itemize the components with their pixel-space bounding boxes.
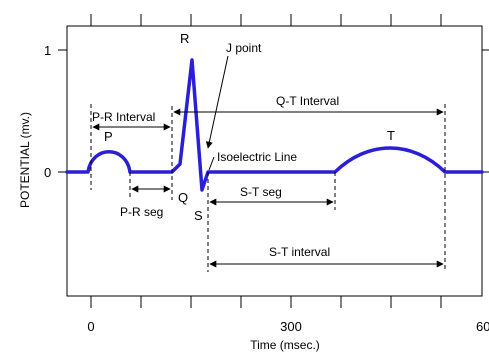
guide-lines <box>90 104 446 272</box>
j-point-label: J point <box>226 41 262 55</box>
plot-frame <box>66 25 483 297</box>
left-ticks <box>58 49 67 173</box>
x-tick-600: 600 <box>476 319 489 334</box>
st-segment-label: S-T seg <box>240 185 282 199</box>
wave-p-label: P <box>104 129 113 144</box>
isoelectric-line-label: Isoelectric Line <box>217 150 297 164</box>
pr-interval-label: P-R Interval <box>92 110 155 124</box>
x-tick-0: 0 <box>87 319 94 334</box>
isoelectric-pointer <box>208 156 215 171</box>
bottom-ticks <box>90 296 442 308</box>
x-axis-label: Time (msec.) <box>250 338 320 352</box>
top-ticks <box>90 14 442 26</box>
qt-interval-label: Q-T Interval <box>276 94 339 108</box>
j-point-pointer <box>205 55 229 149</box>
st-interval-label: S-T interval <box>269 245 330 259</box>
wave-q-label: Q <box>178 190 188 205</box>
pr-segment-label: P-R seg <box>120 205 163 219</box>
y-tick-1: 1 <box>44 43 51 58</box>
y-axis-label: POTENTIAL (mv.) <box>18 112 32 208</box>
x-tick-300: 300 <box>280 319 302 334</box>
ecg-trace <box>65 58 484 192</box>
y-tick-0: 0 <box>44 165 51 180</box>
interval-arrows <box>92 55 444 268</box>
wave-r-label: R <box>180 31 189 46</box>
right-ticks <box>482 49 489 173</box>
wave-s-label: S <box>194 208 203 223</box>
wave-t-label: T <box>387 128 395 143</box>
